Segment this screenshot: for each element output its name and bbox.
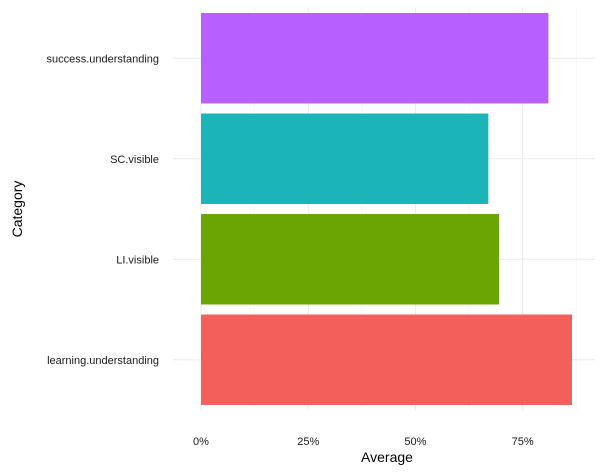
bars [201, 13, 572, 405]
x-tick-label: 50% [404, 436, 426, 448]
x-tick-label: 25% [297, 436, 319, 448]
y-tick-label: learning.understanding [47, 355, 159, 367]
x-tick-label: 0% [193, 436, 209, 448]
x-tick-label: 75% [512, 436, 534, 448]
y-axis-title: Category [9, 181, 25, 238]
bar-SC-visible [201, 113, 489, 204]
x-tick-labels: 0% 25% 50% 75% [193, 436, 534, 448]
y-tick-label: success.understanding [46, 53, 159, 65]
bar-learning-understanding [201, 314, 572, 405]
y-tick-label: SC.visible [110, 154, 159, 166]
bar-LI-visible [201, 214, 500, 305]
y-tick-labels: success.understanding SC.visible LI.visibl… [46, 53, 159, 367]
bar-success-understanding [201, 13, 549, 104]
y-tick-label: LI.visible [116, 254, 159, 266]
x-axis-title: Average [361, 449, 413, 465]
